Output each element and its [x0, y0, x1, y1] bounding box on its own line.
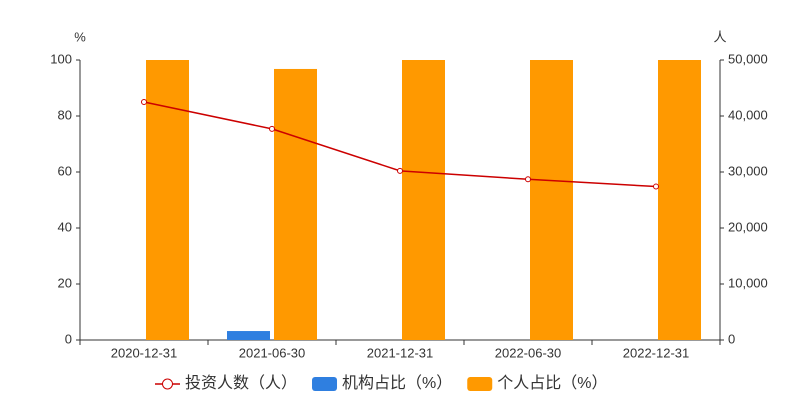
y2-tick-label: 20,000	[728, 219, 768, 234]
point	[141, 99, 147, 105]
point	[269, 125, 275, 132]
legend-swatch	[312, 377, 338, 391]
y2-axis-title: 人	[713, 29, 726, 44]
y-axis-title: %	[74, 29, 86, 44]
legend-label: 机构占比（%）	[342, 374, 452, 392]
y2-tick-label: 30,000	[728, 163, 768, 178]
y-tick-label: 100	[50, 51, 72, 66]
x-tick-label: 2020-12-31	[111, 345, 178, 360]
legend-swatch	[467, 377, 493, 391]
x-tick-label: 2021-06-30	[239, 345, 306, 360]
bar	[530, 60, 573, 340]
bar	[274, 68, 317, 341]
bar	[658, 60, 701, 340]
legend-label: 投资人数（人）	[185, 374, 297, 392]
y2-tick-label: 40,000	[728, 107, 768, 122]
y2-tick-label: 10,000	[728, 275, 768, 290]
y-tick-label: 60	[58, 163, 72, 178]
bar	[402, 60, 445, 340]
x-tick-label: 2021-12-31	[367, 345, 434, 360]
y-tick-label: 20	[58, 275, 72, 290]
x-tick-label: 2022-06-30	[495, 345, 562, 360]
y-tick-label: 40	[58, 219, 72, 234]
y-tick-label: 80	[58, 107, 72, 122]
point	[525, 176, 531, 183]
bar	[146, 60, 189, 340]
x-tick-label: 2022-12-31	[623, 345, 690, 360]
y-tick-label: 0	[65, 331, 72, 346]
y2-tick-label: 50,000	[728, 51, 768, 66]
bar	[227, 331, 270, 340]
point	[653, 183, 659, 190]
point	[397, 167, 403, 174]
y2-tick-label: 0	[728, 331, 735, 346]
legend-label: 个人占比（%）	[497, 374, 607, 392]
legend-marker	[162, 378, 173, 390]
